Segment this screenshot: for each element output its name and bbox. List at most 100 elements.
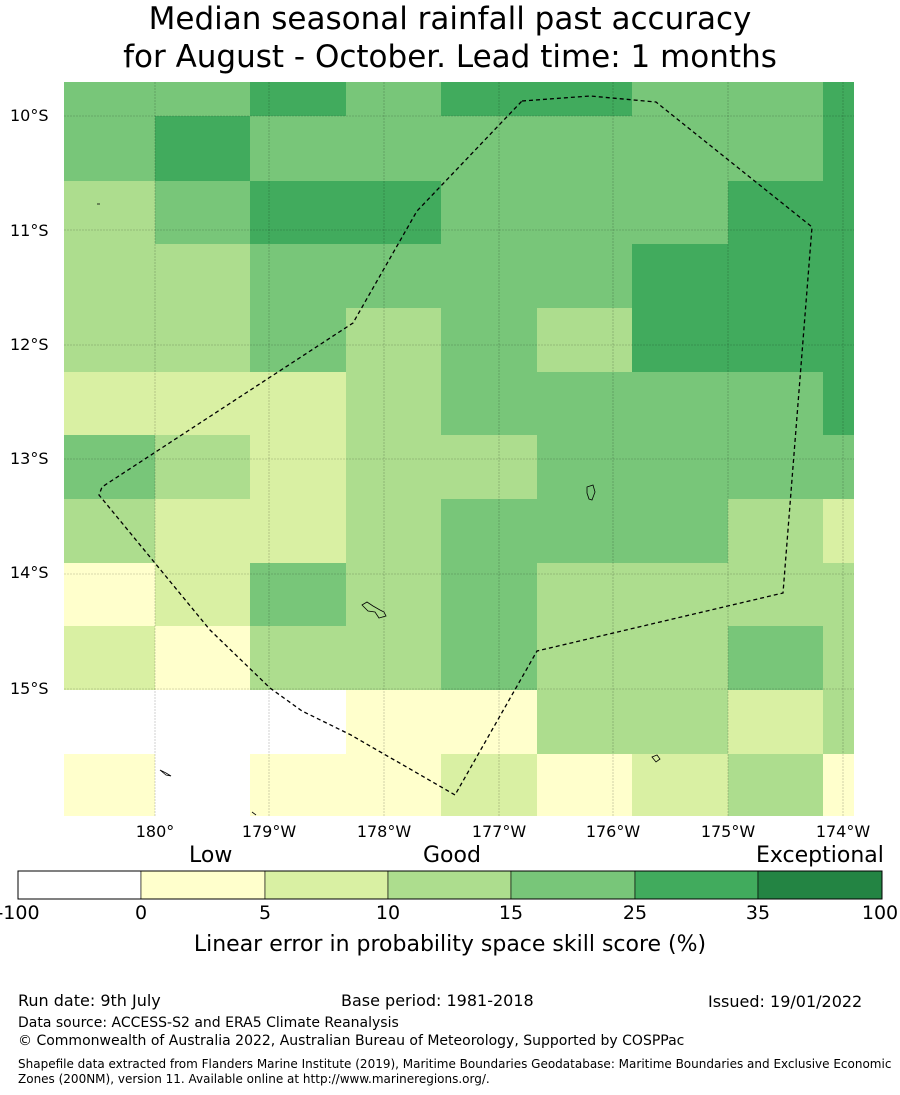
grid-cell	[537, 435, 632, 499]
grid-cell	[250, 372, 346, 435]
lon-label-178w: 178°W	[356, 822, 412, 841]
grid-cell	[823, 308, 854, 372]
grid-cell	[823, 181, 854, 244]
grid-cell	[728, 372, 823, 435]
grid-cell	[632, 372, 728, 435]
grid-cell	[64, 690, 155, 754]
grid-cell	[537, 181, 632, 244]
grid-cell	[823, 754, 854, 816]
title-line-1: Median seasonal rainfall past accuracy	[148, 1, 752, 37]
grid-cell	[346, 499, 441, 563]
grid-cell	[250, 308, 346, 372]
colorbar-segment	[264, 870, 389, 900]
grid-cell	[441, 626, 537, 690]
grid-cell	[346, 435, 441, 499]
grid-cell	[346, 372, 441, 435]
grid-cell	[155, 308, 250, 372]
grid-cell	[346, 244, 441, 308]
grid-cell	[155, 116, 250, 181]
grid-cell	[155, 82, 250, 116]
grid-cell	[64, 754, 155, 816]
grid-cell	[346, 116, 441, 181]
grid-cell	[441, 563, 537, 626]
lat-label-11s: 11°S	[10, 221, 49, 240]
grid-cell	[632, 82, 728, 116]
grid-cell	[632, 435, 728, 499]
legend-tick-35: 35	[745, 902, 771, 924]
legend-axis-title: Linear error in probability space skill …	[193, 932, 707, 957]
grid-cell	[537, 308, 632, 372]
colorbar-frame	[17, 870, 883, 900]
grid-cell	[441, 690, 537, 754]
grid-cell	[441, 754, 537, 816]
legend-tick-15: 15	[498, 902, 524, 924]
colorbar-segment	[387, 870, 512, 900]
legend-colorbar	[17, 870, 883, 900]
eez-boundary	[98, 95, 813, 796]
grid-cell	[250, 116, 346, 181]
colorbar-segment	[757, 870, 883, 900]
grid-cell	[64, 82, 155, 116]
grid-cell	[632, 499, 728, 563]
grid-cell	[823, 82, 854, 116]
grid-cell	[537, 116, 632, 181]
grid-cell	[346, 563, 441, 626]
lon-label-175w: 175°W	[700, 822, 756, 841]
grid-cell	[728, 181, 823, 244]
grid-cell	[537, 690, 632, 754]
grid-cell	[346, 82, 441, 116]
legend-tick-5: 5	[258, 902, 272, 924]
grid-cell	[155, 181, 250, 244]
grid-cell	[250, 690, 346, 754]
grid-cell	[346, 181, 441, 244]
grid-cell	[155, 754, 250, 816]
grid-cell	[537, 754, 632, 816]
legend-category-good: Good	[423, 843, 481, 868]
grid-cell	[537, 372, 632, 435]
island-bottom-edge	[251, 811, 257, 816]
lon-label-174w: 174°W	[815, 822, 871, 841]
data-source: Data source: ACCESS-S2 and ERA5 Climate …	[18, 1015, 399, 1031]
grid-cell	[537, 244, 632, 308]
grid-cell	[728, 244, 823, 308]
lon-label-179w: 179°W	[241, 822, 297, 841]
grid-cell	[346, 754, 441, 816]
grid-cell	[632, 626, 728, 690]
copyright: © Commonwealth of Australia 2022, Austra…	[18, 1033, 685, 1049]
legend-tick-25: 25	[622, 902, 648, 924]
legend-tick-100: 100	[861, 902, 899, 924]
grid-cell	[64, 372, 155, 435]
grid-cell	[441, 372, 537, 435]
grid-cell	[632, 116, 728, 181]
lat-label-13s: 13°S	[10, 449, 49, 468]
grid-cell	[346, 308, 441, 372]
grid-cell	[728, 82, 823, 116]
grid-cell	[728, 308, 823, 372]
grid-cell	[537, 626, 632, 690]
legend-tick-minus100: -100	[0, 902, 40, 924]
grid-cell	[250, 563, 346, 626]
grid-cell	[155, 435, 250, 499]
issued-date: Issued: 19/01/2022	[708, 992, 863, 1011]
grid-cell	[441, 116, 537, 181]
title-line-2: for August - October. Lead time: 1 month…	[123, 39, 777, 75]
grid-cell	[823, 690, 854, 754]
colorbar-segment	[17, 870, 142, 900]
grid-cell	[632, 690, 728, 754]
grid-cell	[250, 244, 346, 308]
grid-cell	[155, 372, 250, 435]
island-east	[586, 484, 596, 501]
map-title: Median seasonal rainfall past accuracy f…	[0, 0, 900, 76]
grid-cell	[250, 754, 346, 816]
grid-cell	[728, 499, 823, 563]
grid-cell	[64, 116, 155, 181]
island-south	[651, 754, 661, 763]
skill-score-map	[64, 82, 854, 816]
base-period: Base period: 1981-2018	[341, 991, 534, 1010]
grid-cell	[64, 181, 155, 244]
grid-cell	[728, 116, 823, 181]
grid-cell	[155, 626, 250, 690]
grid-cell	[441, 308, 537, 372]
grid-cell	[823, 116, 854, 181]
lat-label-14s: 14°S	[10, 563, 49, 582]
